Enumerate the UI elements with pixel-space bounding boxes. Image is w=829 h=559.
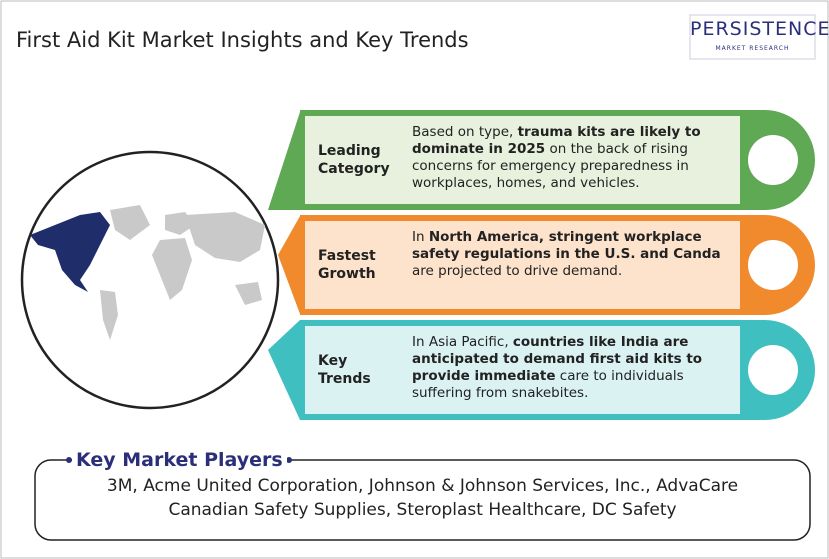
- card-green: [300, 110, 815, 210]
- label-line: Fastest: [318, 248, 376, 264]
- card-orange: [300, 215, 815, 315]
- wedge: [268, 320, 300, 420]
- text-segment: countries like India are anticipated to …: [412, 334, 703, 384]
- wedge: [268, 112, 300, 210]
- text-segment: on the back of rising concerns for emerg…: [412, 141, 689, 191]
- card-label: Fastest Growth: [318, 247, 376, 283]
- label-line: Key: [318, 353, 348, 369]
- players-line: 3M, Acme United Corporation, Johnson & J…: [106, 476, 739, 496]
- text-segment: In Asia Pacific,: [412, 334, 513, 350]
- text-segment: North America, stringent workplace safet…: [412, 229, 721, 262]
- card-label: Key Trends: [318, 352, 371, 388]
- label-line: Category: [318, 161, 390, 177]
- text-segment: Based on type,: [412, 124, 518, 140]
- players-box: [34, 459, 811, 541]
- card-label: Leading Category: [318, 142, 390, 178]
- title: First Aid Kit Market Insights and Key Tr…: [16, 28, 469, 52]
- label-line: Growth: [318, 266, 376, 282]
- north-america: [30, 212, 110, 292]
- world-map: [100, 205, 265, 340]
- card-text: Based on type, trauma kits are likely to…: [412, 124, 732, 192]
- text-segment: In: [412, 229, 429, 245]
- card-text: In North America, stringent workplace sa…: [412, 229, 732, 280]
- text-segment: trauma kits are likely to dominate in 20…: [412, 124, 701, 157]
- text-segment: are projected to drive demand.: [412, 263, 623, 279]
- logo-tagline: MARKET RESEARCH: [715, 45, 790, 52]
- logo-box: [689, 14, 816, 60]
- card-text: In Asia Pacific, countries like India ar…: [412, 334, 732, 402]
- globe: [20, 150, 280, 410]
- dot: [66, 457, 72, 463]
- wedge: [278, 216, 300, 314]
- players-line: Canadian Safety Supplies, Steroplast Hea…: [168, 500, 677, 520]
- logo-name: PERSISTENCE: [690, 18, 829, 40]
- text-segment: care to individuals suffering from snake…: [412, 368, 684, 401]
- dot: [286, 457, 292, 463]
- label-line: Trends: [318, 371, 371, 387]
- card-teal: [300, 320, 815, 420]
- players-title: Key Market Players: [72, 449, 287, 471]
- label-line: Leading: [318, 143, 381, 159]
